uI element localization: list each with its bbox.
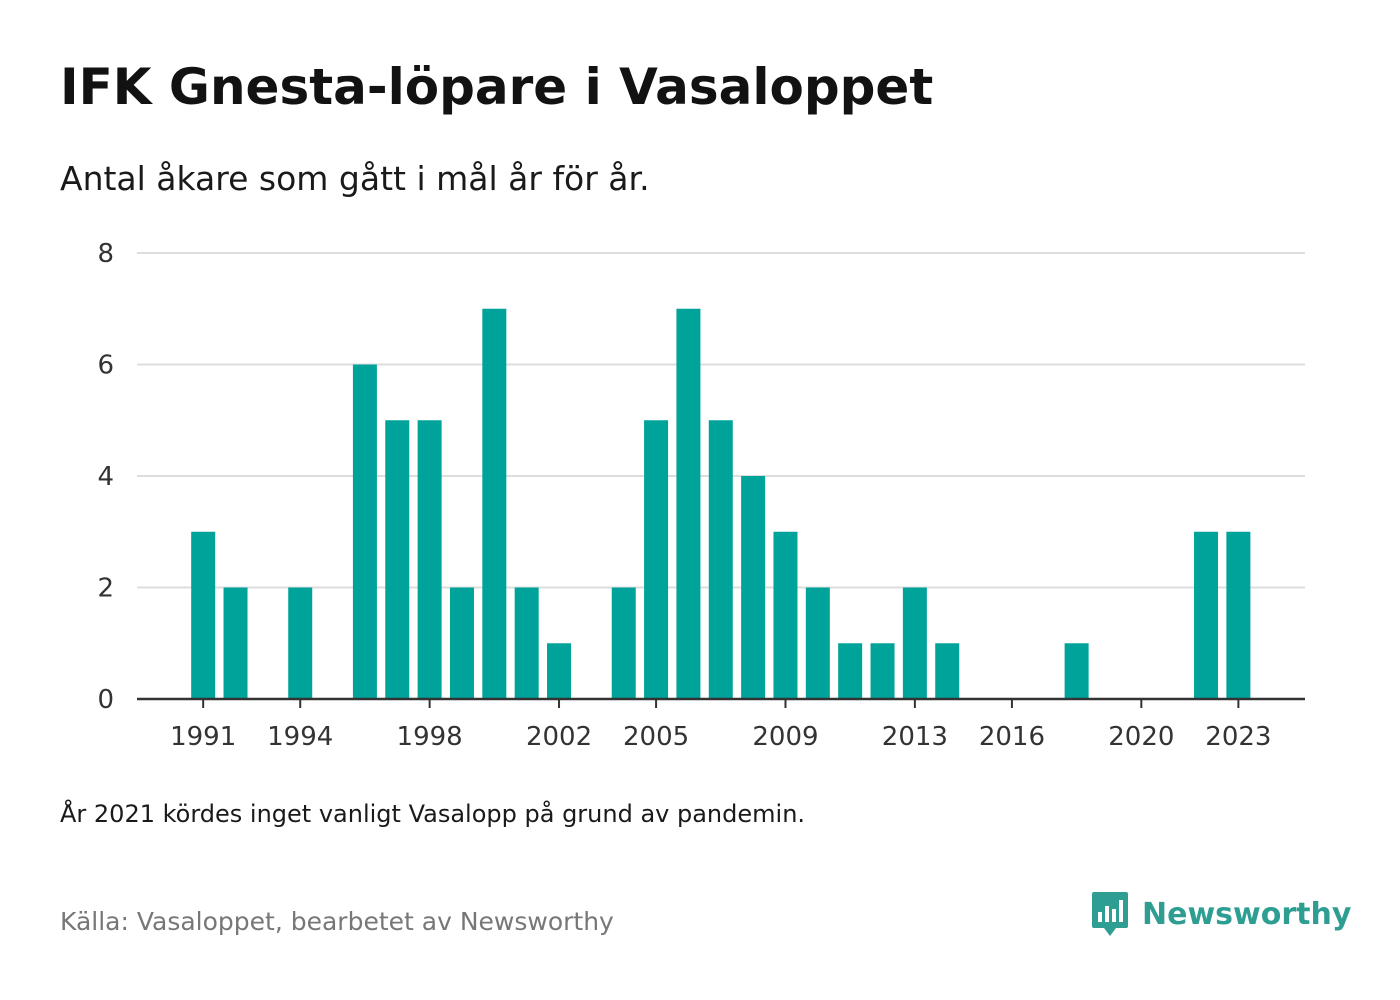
y-tick-label: 4 — [97, 462, 114, 492]
y-tick-label: 8 — [97, 239, 114, 269]
source-text: Källa: Vasaloppet, bearbetet av Newswort… — [60, 907, 614, 936]
bar-2010 — [805, 587, 830, 699]
x-tick-label: 2009 — [752, 722, 818, 752]
x-tick-label: 2020 — [1108, 722, 1174, 752]
bar-2008 — [741, 476, 766, 699]
x-tick-label: 1998 — [397, 722, 463, 752]
x-tick-label: 2002 — [526, 722, 592, 752]
bar-2000 — [482, 308, 507, 699]
bar-2009 — [773, 531, 798, 699]
x-tick-label: 1991 — [170, 722, 236, 752]
chart-subtitle: Antal åkare som gått i mål år för år. — [60, 159, 650, 198]
bar-2001 — [514, 587, 539, 699]
bar-2002 — [547, 643, 572, 699]
bar-2022 — [1194, 531, 1219, 699]
y-tick-label: 0 — [97, 685, 114, 715]
bar-2005 — [644, 420, 669, 699]
bar-1992 — [223, 587, 248, 699]
bar-2018 — [1064, 643, 1089, 699]
axes: 0 2 4 6 8 1991 1994 1998 2002 2005 2009 2013 2016 202… — [97, 239, 1305, 752]
bar-1997 — [385, 420, 410, 699]
x-tick-label: 1994 — [267, 722, 333, 752]
x-tick-label: 2016 — [979, 722, 1045, 752]
bars — [191, 308, 1251, 699]
footnote: År 2021 kördes inget vanligt Vasalopp på… — [60, 800, 806, 828]
brand-logo: Newsworthy — [1090, 890, 1351, 938]
bar-2023 — [1226, 531, 1251, 699]
bar-1991 — [191, 531, 216, 699]
bar-1996 — [352, 364, 377, 699]
x-tick-label: 2005 — [623, 722, 689, 752]
bar-chart: 0 2 4 6 8 1991 1994 1998 2002 2005 2009 2013 2016 202… — [97, 239, 1305, 752]
brand-name: Newsworthy — [1142, 896, 1352, 932]
x-tick-label: 2013 — [882, 722, 948, 752]
y-tick-label: 6 — [97, 351, 114, 381]
bar-2013 — [902, 587, 927, 699]
bar-2011 — [838, 643, 863, 699]
y-tick-label: 2 — [97, 574, 114, 604]
chart-title: IFK Gnesta-löpare i Vasaloppet — [60, 58, 934, 116]
bar-1999 — [449, 587, 474, 699]
bar-2007 — [708, 420, 733, 699]
newsworthy-logo-icon — [1092, 892, 1128, 936]
bar-1998 — [417, 420, 442, 699]
bar-2006 — [676, 308, 701, 699]
bar-2012 — [870, 643, 895, 699]
bar-1994 — [288, 587, 313, 699]
bar-2004 — [611, 587, 636, 699]
bar-2014 — [935, 643, 960, 699]
x-tick-label: 2023 — [1205, 722, 1271, 752]
